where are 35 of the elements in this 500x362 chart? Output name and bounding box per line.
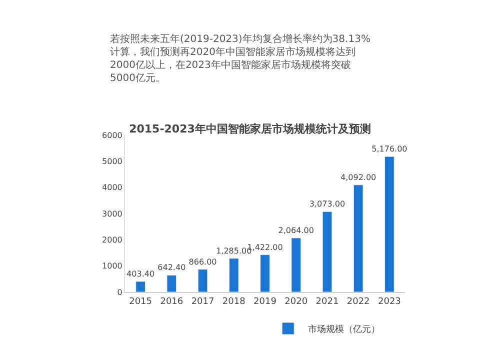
bar: [198, 269, 208, 292]
data-label: 3,073.00: [309, 200, 346, 209]
x-tick-label: 2019: [254, 296, 277, 307]
data-label: 4,092.00: [340, 172, 376, 182]
bar: [260, 254, 270, 292]
x-tick-label: 2021: [316, 296, 339, 307]
y-tick-label: 2000: [102, 235, 122, 244]
x-tick-label: 2020: [284, 296, 308, 307]
x-tick-label: 2022: [346, 296, 370, 307]
data-label: 642.40: [158, 263, 186, 272]
x-tick-label: 2018: [222, 296, 246, 307]
chart-title: 2015-2023年中国智能家居市场规模统计及预测: [129, 122, 371, 136]
y-tick-label: 0: [117, 288, 122, 297]
data-label: 866.00: [188, 257, 217, 266]
data-label: 2,064.00: [278, 226, 314, 235]
bar: [322, 211, 332, 292]
x-tick-label: 2016: [160, 296, 184, 307]
y-tick-label: 6000: [102, 130, 122, 140]
bar: [353, 184, 364, 292]
bar: [166, 274, 177, 292]
y-tick-label: 5000: [102, 156, 122, 166]
legend-label: 市场规模（亿元）: [308, 324, 380, 335]
x-tick-label: 2023: [378, 296, 401, 307]
data-label: 403.40: [126, 269, 155, 278]
bar: [291, 238, 302, 292]
y-tick-label: 4000: [102, 183, 122, 192]
bar: [228, 258, 239, 292]
y-tick-label: 3000: [102, 209, 122, 218]
text: 若按照未来五年(2019-2023)年均复合增长率约为38.13% 计算，我们预测再2020年中国智能家居市场规模将达到 2000亿以上，在2023年中国智能家居市场规模将突破 5000亿元。: [110, 33, 370, 84]
y-tick-label: 1000: [102, 262, 122, 271]
x-tick-label: 2017: [191, 296, 214, 307]
data-label: 5,176.00: [372, 144, 408, 154]
x-tick-label: 2015: [129, 296, 152, 307]
bar: [384, 156, 394, 292]
bar: [136, 281, 146, 292]
